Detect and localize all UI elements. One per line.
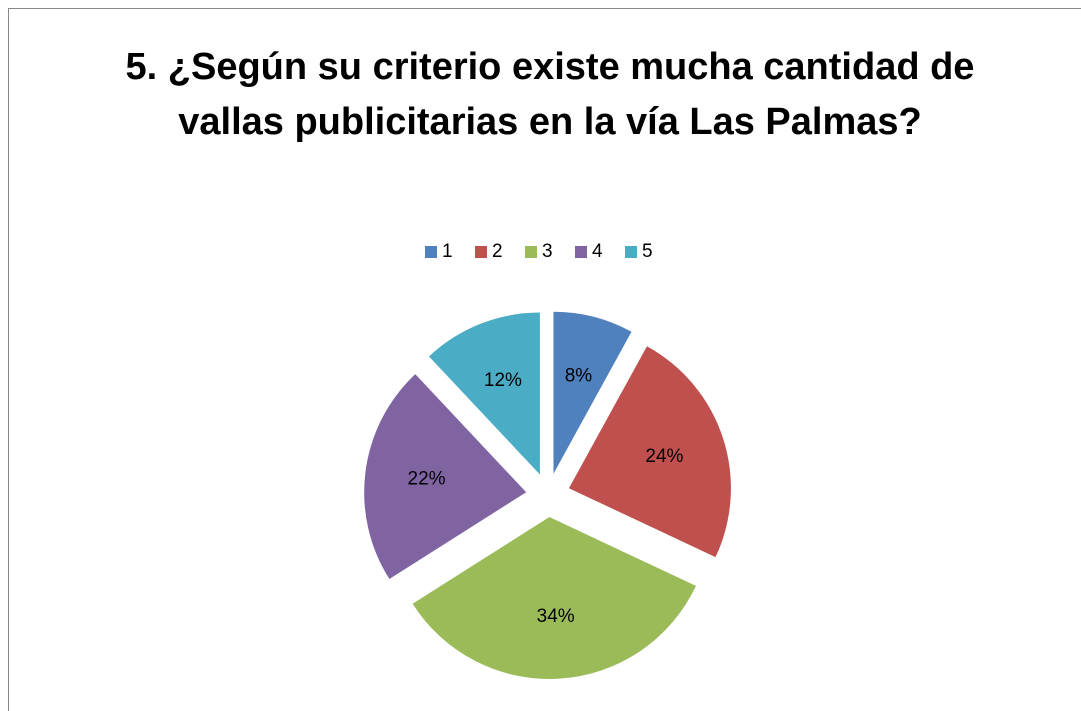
pie-slice	[364, 374, 527, 580]
legend-swatch	[425, 246, 437, 258]
legend-label: 1	[442, 241, 453, 262]
legend-swatch	[475, 246, 487, 258]
data-label: 12%	[484, 370, 522, 391]
data-label: 22%	[408, 469, 446, 490]
pie-slice	[553, 311, 632, 474]
legend-swatch	[575, 246, 587, 258]
pie-slice	[412, 516, 696, 679]
legend-swatch	[625, 246, 637, 258]
data-label: 34%	[537, 606, 575, 627]
pie-slice	[568, 346, 731, 558]
legend-label: 4	[592, 241, 603, 262]
legend-label: 5	[642, 241, 653, 262]
data-label: 24%	[645, 446, 683, 467]
legend-label: 2	[492, 241, 503, 262]
data-label: 8%	[565, 365, 593, 386]
chart-frame	[8, 8, 1081, 711]
pie-slice	[429, 312, 540, 475]
legend-swatch	[525, 246, 537, 258]
legend-label: 3	[542, 241, 553, 262]
chart-title: 5. ¿Según su criterio existe mucha canti…	[125, 46, 975, 143]
